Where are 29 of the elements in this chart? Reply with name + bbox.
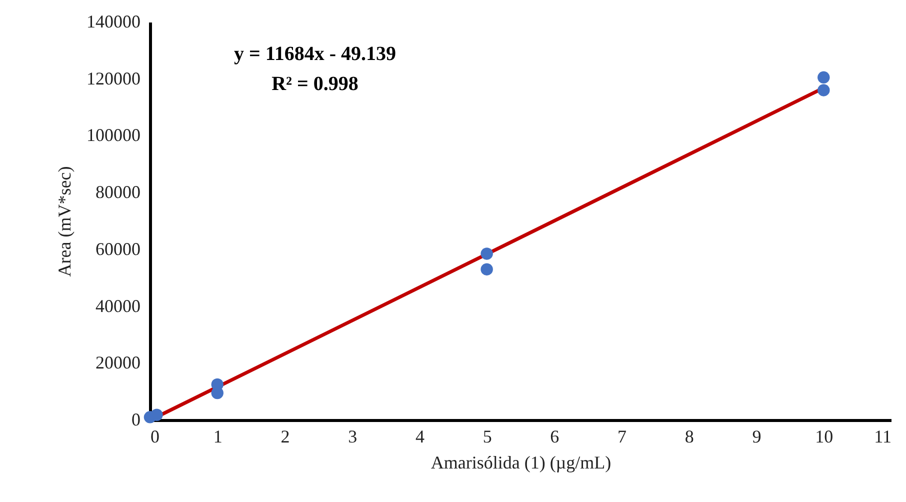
point: [150, 408, 163, 421]
x-tick-label: 10: [815, 426, 834, 446]
x-tick-label: 11: [874, 426, 892, 446]
x-tick-label: 3: [348, 426, 358, 446]
point: [818, 71, 830, 84]
y-tick-label: 40000: [96, 296, 140, 316]
y-axis-title: Area (mV*sec): [54, 166, 74, 277]
x-tick-label: 0: [150, 426, 160, 446]
y-tick-label: 140000: [86, 12, 140, 32]
point: [818, 84, 830, 96]
y-tick-label: 60000: [96, 238, 140, 259]
x-tick-label: 8: [684, 426, 694, 446]
x-tick-label: 9: [752, 426, 762, 446]
x-axis-title: Amarisólida (1) (µg/mL): [430, 452, 612, 472]
point: [480, 248, 493, 260]
x-tick-label: 1: [213, 426, 222, 446]
point: [480, 263, 493, 276]
x-tick-label: 2: [280, 426, 290, 446]
annotation: R² = 0.998: [272, 73, 358, 95]
x-tick-label: 5: [482, 426, 492, 446]
y-tick-label: 120000: [86, 68, 140, 88]
x-tick-label: 4: [415, 426, 424, 446]
y-tick-label: 100000: [86, 125, 140, 146]
y-tick-label: 20000: [96, 352, 140, 373]
y-tick-label: 80000: [96, 182, 140, 202]
y-tick-label: 0: [132, 410, 140, 430]
x-tick-label: 7: [618, 426, 627, 446]
annotation: y = 11684x - 49.139: [234, 43, 396, 65]
x-tick-label: 6: [550, 426, 560, 446]
